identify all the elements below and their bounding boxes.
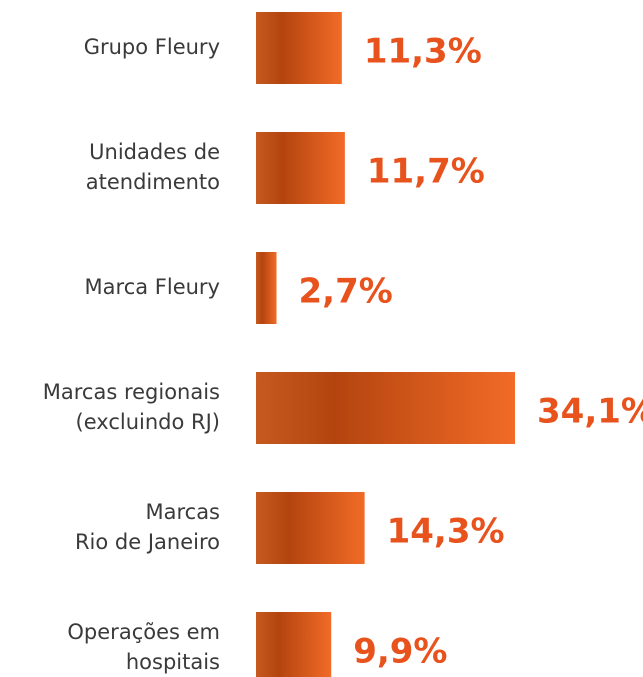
category-label: Marca Fleury xyxy=(85,275,220,299)
value-label: 2,7% xyxy=(299,272,393,312)
bar xyxy=(256,12,342,84)
bar xyxy=(256,372,515,444)
category-label: (excluindo RJ) xyxy=(76,410,220,434)
bar xyxy=(256,492,365,564)
category-label: Unidades de xyxy=(89,140,220,164)
category-label: Marcas xyxy=(145,500,220,524)
category-label: Rio de Janeiro xyxy=(75,530,220,554)
value-label: 14,3% xyxy=(387,512,505,552)
bar xyxy=(256,252,277,324)
value-label: 9,9% xyxy=(353,632,447,672)
category-label: hospitais xyxy=(126,650,220,674)
category-label: Operações em xyxy=(67,620,220,644)
bar xyxy=(256,132,345,204)
value-label: 11,3% xyxy=(364,32,482,72)
category-label: Marcas regionais xyxy=(43,380,220,404)
value-label: 34,1% xyxy=(537,392,643,432)
value-label: 11,7% xyxy=(367,152,485,192)
category-label: atendimento xyxy=(86,170,220,194)
bar xyxy=(256,612,332,677)
category-label: Grupo Fleury xyxy=(84,35,220,59)
